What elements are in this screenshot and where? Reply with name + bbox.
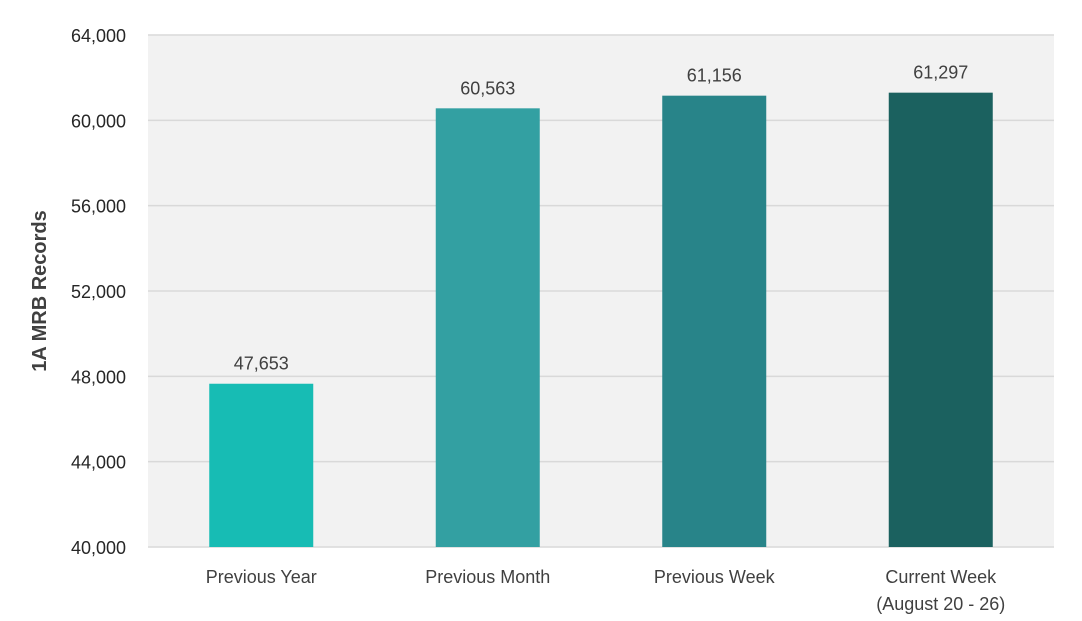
- x-category-label: Previous Month: [425, 567, 550, 587]
- data-label: 61,297: [913, 63, 968, 83]
- data-labels: 47,653 60,563 61,156 61,297: [234, 63, 969, 374]
- bars: [209, 92, 993, 548]
- bar: [435, 108, 540, 548]
- x-axis-categories: Previous Year Previous Month Previous Week…: [206, 567, 1006, 614]
- x-category-label: Previous Week: [654, 567, 776, 587]
- y-axis-label: 1A MRB Records: [29, 210, 51, 372]
- bar: [888, 92, 993, 547]
- data-label: 61,156: [687, 66, 742, 86]
- y-tick-label: 48,000: [71, 367, 126, 387]
- x-category-label: (August 20 - 26): [876, 594, 1005, 614]
- y-tick-label: 40,000: [71, 538, 126, 558]
- y-tick-label: 56,000: [71, 197, 126, 217]
- x-category-label: Previous Year: [206, 567, 317, 587]
- x-category-label: Current Week: [885, 567, 997, 587]
- data-label: 60,563: [460, 78, 515, 98]
- y-tick-label: 52,000: [71, 282, 126, 302]
- y-tick-label: 44,000: [71, 453, 126, 473]
- bar: [209, 383, 314, 547]
- data-label: 47,653: [234, 354, 289, 374]
- y-axis-ticks: 40,000 44,000 48,000 52,000 56,000 60,000 64,0…: [71, 26, 126, 558]
- y-tick-label: 64,000: [71, 26, 126, 46]
- y-tick-label: 60,000: [71, 111, 126, 131]
- bar: [662, 95, 767, 547]
